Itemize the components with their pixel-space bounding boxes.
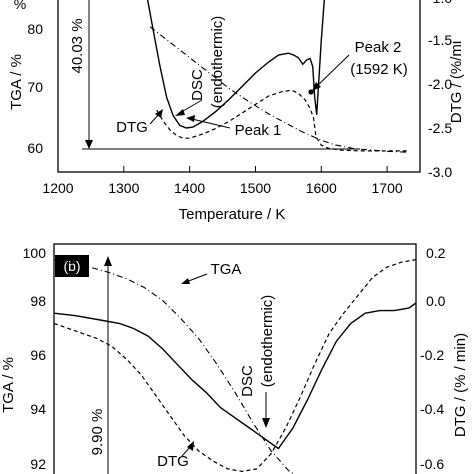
panel-a-y-left-tick-label: 80 (27, 21, 43, 37)
panel-a-y-left-title: TGA / % (8, 54, 25, 110)
panel-b-tga-pointer (185, 273, 208, 283)
panel-b-y-right-tick-label: 0.0 (426, 293, 446, 309)
panel-b-y-right-tick-label: 0.2 (426, 245, 446, 261)
panel-a-x-tick-label: 1600 (306, 180, 337, 196)
panel-b-y-left-title: TGA / % (0, 357, 17, 413)
panel-a-peak1-pointer-head (186, 115, 195, 122)
panel-a-peak2-temp-label: (1592 K) (350, 61, 408, 78)
panel-a-y-right-tick-label: -2.5 (428, 120, 452, 136)
panel-b-dtg-label: DTG (157, 453, 189, 470)
panel-b: (b) 92 94 96 98 100 TGA / % -0.6 -0.4 -0… (0, 243, 469, 474)
panel-a-x-tick-label: 1700 (372, 180, 403, 196)
panel-a-endothermic-label: (endothermic) (209, 16, 226, 109)
panel-b-plot-frame (53, 243, 417, 474)
panel-a-y-right-tick-label: -2.0 (428, 76, 452, 92)
panel-a-peak2-label: Peak 2 (355, 39, 402, 56)
panel-a-y-left-tick-label: 60 (27, 140, 43, 156)
panel-a-mass-loss-label: 40.03 % (69, 18, 86, 73)
panel-a-peak2-marker (308, 89, 314, 95)
panel-a-y-left-tick-label: % (14, 0, 26, 12)
panel-b-series (53, 259, 417, 474)
panel-a-tga-line (149, 26, 407, 153)
panel-b-y-left-tick-label: 94 (30, 401, 46, 417)
panel-a-y-right-title: DTG / (%/mi (448, 41, 465, 124)
panel-a-x-tick-label: 1400 (174, 180, 205, 196)
panel-b-endothermic-label: (endothermic) (259, 295, 276, 388)
panel-a-dsc-label: DSC (189, 69, 206, 101)
panel-b-mass-loss-arrowhead (104, 256, 112, 266)
panel-b-dsc-label: DSC (239, 365, 256, 397)
panel-b-tga-pointer-head (181, 278, 190, 284)
panel-b-tga-line (53, 259, 295, 474)
panel-b-y-left-tick-label: 98 (30, 293, 46, 309)
panel-a-peak1-pointer (191, 118, 231, 129)
panel-a-x-tick-label: 1200 (42, 180, 73, 196)
panel-a-peak2-pointer-head (312, 82, 321, 91)
panel-a-peak2-pointer (315, 54, 350, 88)
panel-a-y-right-tick-label: -1.0 (428, 0, 452, 6)
panel-a-y-left-tick-label: 70 (27, 79, 43, 95)
panel-b-mass-loss-label: 9.90 % (89, 409, 106, 456)
panel-b-y-left-tick-label: 100 (23, 245, 47, 261)
panel-a: 60 70 80 % TGA / % -3.0 -2.5 -2.0 -1.5 -… (8, 0, 465, 223)
panel-a-plot-frame (57, 0, 421, 173)
panel-a-x-title: Temperature / K (179, 206, 286, 223)
panel-a-dsc-pointer-head (175, 109, 185, 116)
panel-a-dsc-line (146, 0, 326, 129)
panel-a-mass-loss-arrowhead (85, 140, 93, 149)
panel-b-dsc-line (53, 302, 417, 450)
panel-b-y-right-tick-label: -0.2 (420, 347, 444, 363)
panel-a-y-right-tick-label: -1.5 (428, 32, 452, 48)
panel-a-dtg-pointer-head (155, 109, 163, 118)
panel-b-dtg-pointer-head (187, 441, 194, 451)
panel-a-x-tick-label: 1300 (108, 180, 139, 196)
panel-a-y-right-tick-label: -3.0 (428, 164, 452, 180)
panel-b-y-right-tick-label: -0.6 (420, 456, 444, 472)
panel-a-dtg-line (156, 89, 407, 152)
panel-a-dtg-label: DTG (116, 119, 148, 136)
panel-b-dsc-pointer-head (262, 418, 270, 428)
panel-b-tag: (b) (63, 258, 80, 274)
panel-a-peak1-label: Peak 1 (235, 122, 282, 139)
panel-b-tag-box (55, 255, 89, 277)
panel-b-y-left-tick-label: 96 (30, 347, 46, 363)
panel-b-dtg-line (53, 259, 417, 473)
panel-a-x-tick-label: 1500 (240, 180, 271, 196)
panel-a-x-ticks: 1200 1300 1400 1500 1600 1700 (42, 166, 403, 196)
panel-b-y-right-title: DTG / (% / min) (452, 333, 469, 437)
panel-b-y-left-tick-label: 92 (30, 456, 46, 472)
panel-b-y-right-tick-label: -0.4 (420, 401, 444, 417)
panel-b-tga-label: TGA (211, 261, 242, 278)
